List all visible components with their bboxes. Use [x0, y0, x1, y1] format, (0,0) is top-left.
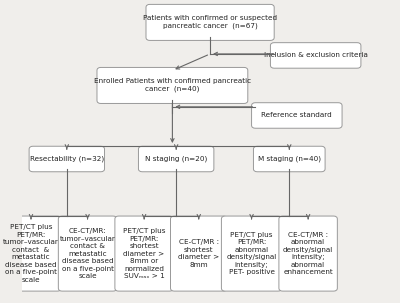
- Text: PET/CT plus
PET/MR:
shortest
diameter >
8mm or
normalized
SUVₘₐₓ > 1: PET/CT plus PET/MR: shortest diameter > …: [123, 228, 165, 279]
- Text: Inclusion & exclusion criteria: Inclusion & exclusion criteria: [264, 52, 368, 58]
- Text: Enrolled Patients with confirmed pancreatic
cancer  (n=40): Enrolled Patients with confirmed pancrea…: [94, 78, 251, 92]
- Text: Patients with confirmed or suspected
pancreatic cancer  (n=67): Patients with confirmed or suspected pan…: [143, 15, 277, 29]
- FancyBboxPatch shape: [58, 216, 117, 291]
- FancyBboxPatch shape: [270, 43, 361, 68]
- FancyBboxPatch shape: [279, 216, 337, 291]
- FancyBboxPatch shape: [29, 146, 104, 172]
- FancyBboxPatch shape: [115, 216, 173, 291]
- FancyBboxPatch shape: [138, 146, 214, 172]
- Text: PET/CT plus
PET/MR:
tumor–vascular
contact  &
metastatic
disease based
on a five: PET/CT plus PET/MR: tumor–vascular conta…: [3, 224, 59, 283]
- Text: CE-CT/MR :
abnormal
density/signal
intensity;
abnormal
enhancement: CE-CT/MR : abnormal density/signal inten…: [283, 232, 333, 275]
- Text: PET/CT plus
PET/MR:
abnormal
density/signal
intensity;
PET- positive: PET/CT plus PET/MR: abnormal density/sig…: [226, 232, 277, 275]
- FancyBboxPatch shape: [146, 4, 274, 40]
- Text: CE-CT/MR:
tumor–vascular
contact &
metastatic
disease based
on a five-point
scal: CE-CT/MR: tumor–vascular contact & metas…: [60, 228, 116, 279]
- FancyBboxPatch shape: [97, 68, 248, 103]
- Text: M staging (n=40): M staging (n=40): [258, 156, 321, 162]
- Text: CE-CT/MR :
shortest
diameter >
8mm: CE-CT/MR : shortest diameter > 8mm: [178, 239, 220, 268]
- Text: N staging (n=20): N staging (n=20): [145, 156, 207, 162]
- FancyBboxPatch shape: [252, 103, 342, 128]
- Text: Reference standard: Reference standard: [262, 112, 332, 118]
- FancyBboxPatch shape: [170, 216, 227, 291]
- Text: Resectability (n=32): Resectability (n=32): [30, 156, 104, 162]
- FancyBboxPatch shape: [254, 146, 325, 172]
- FancyBboxPatch shape: [1, 216, 61, 291]
- FancyBboxPatch shape: [222, 216, 282, 291]
